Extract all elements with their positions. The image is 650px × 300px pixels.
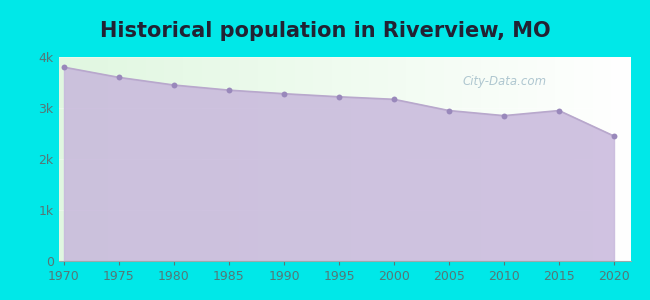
Point bbox=[334, 94, 345, 99]
Point bbox=[499, 113, 509, 118]
Point bbox=[609, 134, 619, 138]
Point bbox=[224, 88, 234, 92]
Point bbox=[389, 97, 399, 102]
Point bbox=[279, 91, 289, 96]
Point bbox=[169, 82, 179, 87]
Text: City-Data.com: City-Data.com bbox=[463, 75, 547, 88]
Point bbox=[444, 108, 454, 113]
Text: Historical population in Riverview, MO: Historical population in Riverview, MO bbox=[99, 21, 551, 41]
Point bbox=[58, 65, 69, 70]
Point bbox=[114, 75, 124, 80]
Point bbox=[554, 108, 564, 113]
